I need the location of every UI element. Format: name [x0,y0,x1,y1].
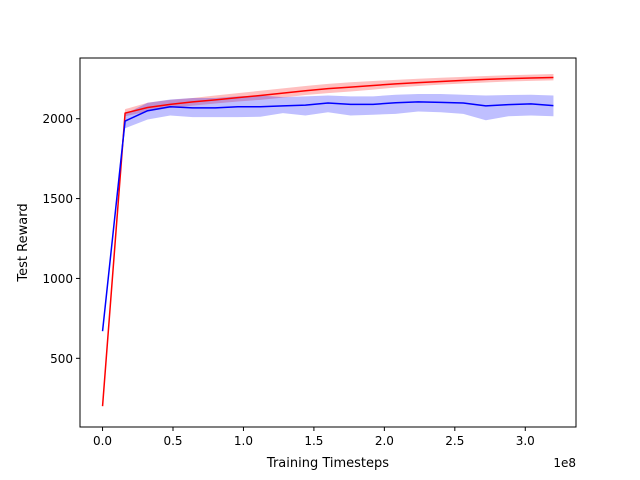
x-tick-label: 0.5 [163,434,182,448]
x-tick-label: 0.0 [93,434,112,448]
y-tick-label: 1000 [42,272,73,286]
x-tick-label: 1.5 [304,434,323,448]
series-0-line [101,76,554,407]
x-tick-label: 1.0 [234,434,253,448]
series-1-line [101,101,554,332]
y-tick-label: 1500 [42,192,73,206]
x-tick-label: 2.5 [445,434,464,448]
axes-frame [79,57,577,428]
x-axis-label: Training Timesteps [266,456,389,471]
x-tick-label: 3.0 [516,434,535,448]
y-axis-label: Test Reward [16,203,31,282]
x-tick-label: 2.0 [375,434,394,448]
y-tick-label: 2000 [42,112,73,126]
y-tick-label: 500 [50,352,73,366]
x-axis-offset-label: 1e8 [553,456,576,470]
series-1-band [102,93,554,332]
y-axis-ticks: 500 1000 1500 2000 [42,112,80,366]
series-lines [101,76,554,407]
x-axis-ticks: 0.0 0.5 1.0 1.5 2.0 2.5 3.0 [93,427,535,448]
